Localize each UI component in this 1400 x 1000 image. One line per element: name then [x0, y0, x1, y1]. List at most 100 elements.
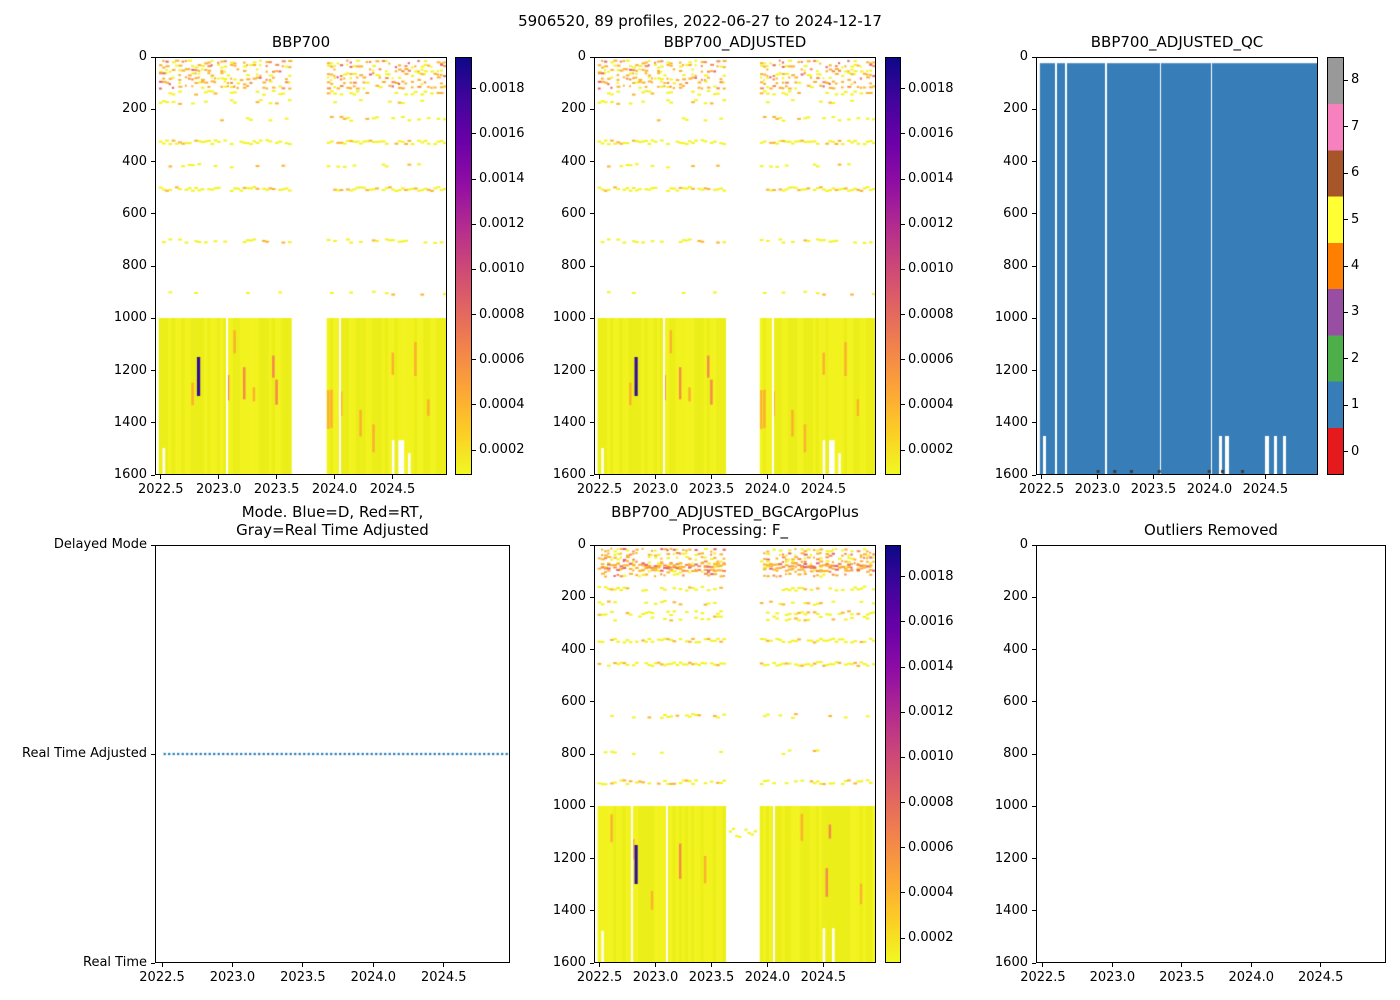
colorbar-tick [472, 314, 476, 316]
y-tick [590, 108, 594, 110]
colorbar-tick [472, 133, 476, 135]
x-tick-label: 2023.5 [280, 970, 326, 985]
x-tick-label: 2024.5 [421, 970, 467, 985]
colorbar-tick [901, 892, 905, 894]
y-tick-label: 1200 [552, 850, 586, 866]
y-tick-label: 1600 [552, 467, 586, 482]
colorbar-tick [1344, 79, 1348, 81]
axes-bbp700-adjusted-qc [1036, 57, 1318, 475]
y-tick [1032, 596, 1036, 598]
y-tick-label: 1200 [994, 850, 1028, 866]
colorbar-tick-label: 0.0008 [908, 794, 954, 810]
y-tick-label: 1400 [113, 414, 147, 430]
x-tick [302, 963, 304, 967]
y-tick-label: 1200 [113, 362, 147, 378]
colorbar-tick-label: 0.0014 [479, 171, 525, 186]
x-tick [1181, 963, 1183, 967]
x-tick [1042, 963, 1044, 967]
y-tick-label: 1400 [552, 902, 586, 918]
colorbar-tick [901, 223, 905, 225]
x-tick [1320, 963, 1322, 967]
y-tick-label: 1000 [994, 310, 1028, 326]
x-tick [160, 475, 162, 479]
y-tick [151, 474, 155, 476]
colorbar-tick-label: 2 [1351, 350, 1360, 366]
y-tick [590, 858, 594, 859]
colorbar-tick [472, 449, 476, 451]
y-tick [1032, 858, 1036, 859]
colorbar-tick-label: 1 [1351, 397, 1360, 413]
y-tick [151, 108, 155, 110]
colorbar-tick [472, 178, 476, 180]
colorbar-tick [901, 847, 905, 849]
y-tick-label: Real Time Adjusted [22, 746, 147, 761]
y-tick-label: 1200 [552, 362, 586, 378]
y-tick [590, 161, 594, 162]
x-tick-label: 2022.5 [576, 482, 623, 497]
colorbar-tick-label: 0.0012 [908, 216, 954, 232]
y-tick [590, 422, 594, 424]
y-tick-label: 1400 [552, 414, 586, 430]
colorbar-tick-label: 0.0014 [908, 171, 954, 186]
y-tick [590, 962, 594, 964]
colorbar-tick [901, 802, 905, 804]
y-tick [1032, 161, 1036, 162]
colorbar-tick [1344, 358, 1348, 360]
x-tick [231, 963, 233, 967]
y-tick [1032, 962, 1036, 964]
x-tick [372, 963, 374, 967]
y-tick [590, 649, 594, 650]
y-tick [590, 265, 594, 267]
x-tick-label: 2024.5 [800, 482, 847, 497]
y-tick [151, 753, 155, 755]
y-tick [1032, 370, 1036, 371]
colorbar-tick-label: 0.0016 [908, 613, 954, 629]
colorbar-tick-label: 4 [1351, 258, 1360, 273]
x-tick-label: 2022.5 [139, 970, 185, 985]
y-tick-label: 1000 [113, 310, 147, 326]
y-tick-label: 800 [1003, 258, 1028, 273]
y-tick [1032, 649, 1036, 650]
y-tick-label: 200 [1003, 101, 1028, 117]
y-tick [1032, 108, 1036, 110]
y-tick-label: 200 [1003, 589, 1028, 605]
x-tick-label: 2023.5 [688, 482, 735, 497]
colorbar-tick [472, 404, 476, 406]
y-tick [1032, 56, 1036, 58]
x-tick [1208, 475, 1210, 479]
x-tick-label: 2023.0 [195, 482, 242, 497]
y-tick-label: 400 [122, 153, 147, 169]
x-tick-label: 2023.5 [1130, 482, 1177, 497]
y-tick-label: 200 [561, 589, 586, 605]
y-tick-label: 600 [561, 205, 586, 221]
colorbar-tick [472, 268, 476, 270]
colorbar-tick-label: 0.0004 [908, 396, 954, 412]
colorbar-tick-label: 5 [1351, 211, 1360, 227]
colorbar-tick [1344, 265, 1348, 267]
y-tick [590, 910, 594, 912]
y-tick-label: 400 [561, 153, 586, 169]
x-tick [599, 475, 601, 479]
x-tick-label: 2023.5 [1159, 970, 1205, 985]
x-tick [161, 963, 163, 967]
plot-title-bbp700: BBP700 [271, 33, 331, 51]
x-tick-label: 2023.0 [1074, 482, 1121, 497]
colorbar-tick-label: 6 [1351, 165, 1360, 181]
figure-title: 5906520, 89 profiles, 2022-06-27 to 2024… [518, 12, 882, 30]
x-tick-label: 2023.0 [209, 970, 256, 985]
y-tick-label: 1600 [552, 955, 586, 970]
colorbar-tick-label: 3 [1351, 304, 1360, 320]
plot-title-bbp700-adjusted: BBP700_ADJUSTED [663, 33, 807, 51]
colorbar-tick [901, 404, 905, 406]
y-tick [151, 544, 155, 546]
x-tick-label: 2024.0 [744, 482, 791, 497]
y-tick-label: 600 [561, 693, 586, 709]
axes-mode [155, 545, 510, 963]
y-tick-label: 800 [122, 258, 147, 273]
outliers-removed-canvas [1037, 546, 1385, 962]
colorbar-tick [1344, 219, 1348, 221]
colorbar-tick [901, 314, 905, 316]
y-tick-label: 1000 [552, 798, 586, 814]
colorbar-tick-label: 0.0018 [479, 80, 525, 96]
